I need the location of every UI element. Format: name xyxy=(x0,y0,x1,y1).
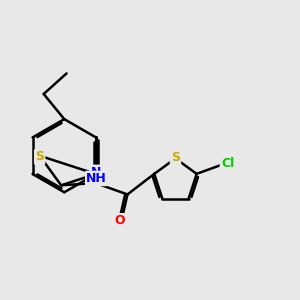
Text: NH: NH xyxy=(86,172,107,185)
Text: O: O xyxy=(114,214,125,227)
Text: S: S xyxy=(171,151,180,164)
Text: N: N xyxy=(91,166,101,179)
Text: Cl: Cl xyxy=(221,157,234,170)
Text: S: S xyxy=(35,150,44,164)
